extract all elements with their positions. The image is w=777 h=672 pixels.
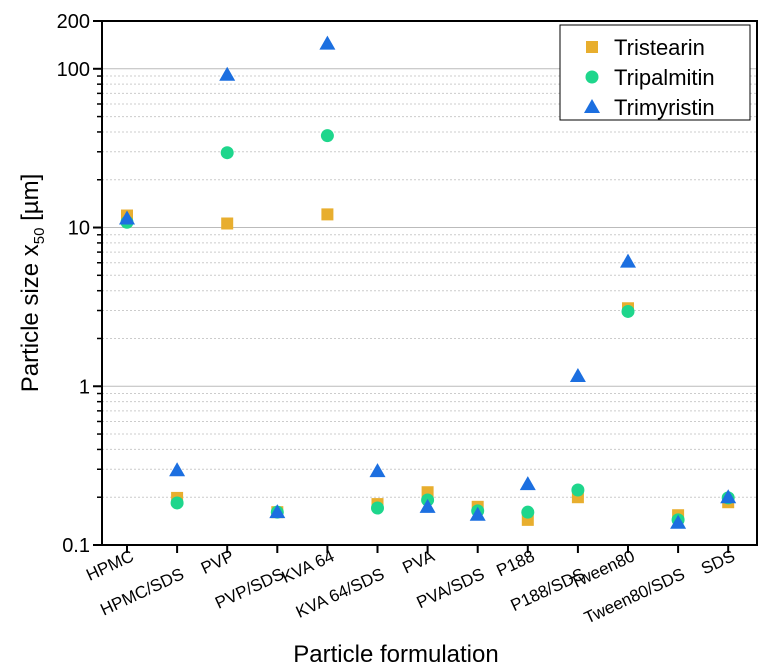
y-axis-label: Particle size x50 [µm]: [17, 174, 48, 393]
grid: [102, 68, 757, 498]
data-point-trimyristin: [319, 35, 336, 50]
data-point-trimyristin: [169, 462, 186, 477]
data-point-trimyristin: [219, 66, 236, 81]
y-axis: 0.1 1 10 100 200: [57, 11, 102, 557]
legend-label: Tristearin: [614, 35, 705, 60]
x-tick-label: HPMC: [83, 546, 136, 584]
x-tick-label: PVP: [198, 546, 237, 578]
x-tick-label: P188: [493, 546, 537, 580]
data-point-trimyristin: [720, 489, 737, 504]
legend: Tristearin Tripalmitin Trimyristin: [559, 24, 751, 121]
legend-label: Trimyristin: [614, 95, 715, 120]
y-tick-label: 100: [57, 59, 90, 81]
data-point-trimyristin: [369, 463, 386, 478]
data-point-tripalmitin: [220, 146, 234, 160]
legend-label: Tripalmitin: [614, 65, 715, 90]
data-point-tripalmitin: [170, 496, 184, 510]
data-point-tripalmitin: [621, 304, 635, 318]
legend-marker-tristearin: [586, 41, 598, 53]
y-tick-label: 10: [68, 218, 90, 240]
data-point-trimyristin: [119, 210, 135, 225]
data-point-tripalmitin: [521, 505, 535, 519]
data-point-trimyristin: [620, 253, 636, 268]
x-tick-label: Tween80: [567, 546, 638, 592]
legend-marker-trimyristin: [584, 99, 600, 113]
data-point-trimyristin: [269, 504, 286, 519]
x-tick-label: KVA 64: [279, 546, 337, 587]
data-point-tripalmitin: [320, 129, 334, 143]
y-tick-label: 200: [57, 11, 90, 33]
data-point-trimyristin: [469, 506, 486, 521]
x-tick-label: SDS: [698, 546, 738, 578]
legend-marker-tripalmitin: [585, 70, 599, 84]
data-point-tristearin: [321, 208, 334, 221]
x-axis-label: Particle formulation: [293, 641, 498, 668]
data-point-trimyristin: [419, 498, 436, 513]
data-point-trimyristin: [519, 476, 536, 491]
x-tick-label: PVA/SDS: [414, 564, 488, 612]
x-tick-label: PVA: [400, 546, 438, 577]
y-tick-label: 1: [79, 376, 90, 398]
data-point-tristearin: [221, 217, 234, 230]
x-tick-label: PVP/SDS: [212, 564, 287, 612]
data-point-trimyristin: [670, 514, 687, 529]
y-tick-label: 0.1: [62, 535, 90, 557]
plot-frame: [101, 20, 758, 546]
data-points: [119, 35, 737, 529]
data-point-tripalmitin: [571, 483, 585, 497]
data-point-trimyristin: [569, 368, 586, 383]
data-point-tripalmitin: [371, 501, 384, 515]
